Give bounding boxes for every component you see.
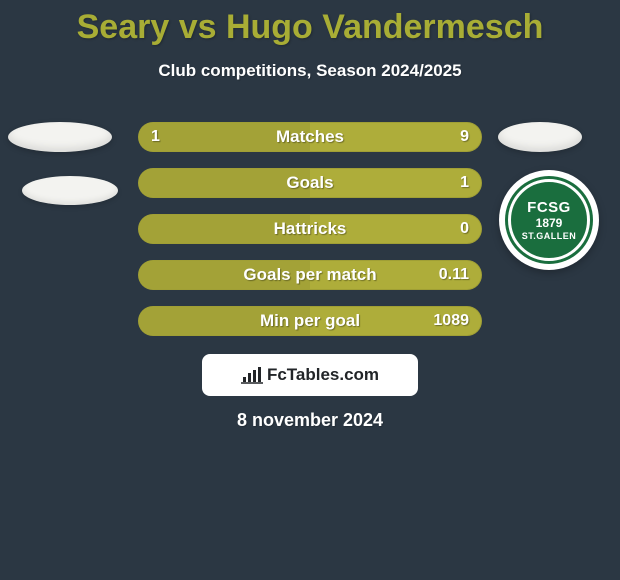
stat-bar-right-value: 1089: [433, 307, 469, 335]
club-badge-year: 1879: [536, 216, 563, 230]
stat-bar-right-value: 0: [460, 215, 469, 243]
page-subtitle: Club competitions, Season 2024/2025: [0, 61, 620, 81]
stat-bar-label: Min per goal: [139, 307, 481, 335]
stat-bar-right-value: 9: [460, 123, 469, 151]
stat-bar: Hattricks0: [138, 214, 482, 244]
infographic-date: 8 november 2024: [0, 410, 620, 431]
bar-chart-icon: [241, 366, 263, 384]
stat-bar-label: Goals: [139, 169, 481, 197]
stat-bar: Goals1: [138, 168, 482, 198]
stat-bar: Goals per match0.11: [138, 260, 482, 290]
attribution-text: FcTables.com: [267, 365, 379, 385]
stat-bar-right-value: 1: [460, 169, 469, 197]
stat-bar-label: Hattricks: [139, 215, 481, 243]
stat-bar-label: Goals per match: [139, 261, 481, 289]
club-badge-text: FCSG: [527, 199, 571, 216]
club-badge: FCSG 1879 ST.GALLEN: [499, 170, 599, 270]
comparison-infographic: Seary vs Hugo Vandermesch Club competiti…: [0, 0, 620, 580]
attribution-box: FcTables.com: [202, 354, 418, 396]
stat-bar: Matches1 9: [138, 122, 482, 152]
player-right-oval-1: [498, 122, 582, 152]
stat-bars: Matches19Goals1Hattricks0Goals per match…: [138, 122, 482, 352]
page-title: Seary vs Hugo Vandermesch: [0, 0, 620, 47]
stat-bar-left-value: 1: [151, 123, 160, 151]
stat-bar-label: Matches: [139, 123, 481, 151]
stat-bar-right-value: 0.11: [439, 261, 469, 289]
stat-bar: Min per goal1089: [138, 306, 482, 336]
club-badge-inner: FCSG 1879 ST.GALLEN: [508, 179, 590, 261]
club-badge-city: ST.GALLEN: [522, 231, 577, 241]
player-left-oval-2: [22, 176, 118, 205]
player-left-oval-1: [8, 122, 112, 152]
